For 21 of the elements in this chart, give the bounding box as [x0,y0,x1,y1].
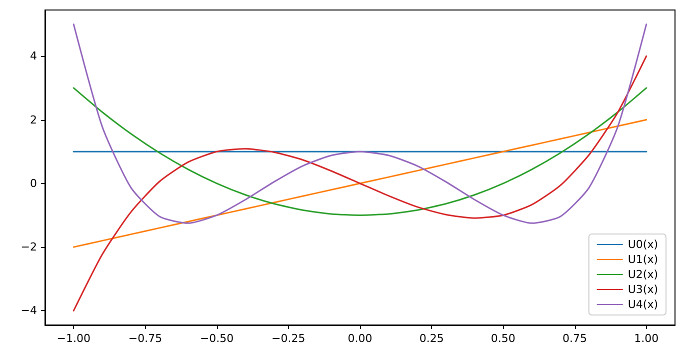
line-series [72,87,648,216]
line-series [72,24,648,224]
y-tick-label: 4 [30,50,37,63]
x-tick-label: −1.00 [56,332,90,345]
x-tick-label: 0.50 [490,332,516,345]
y-tick-label: −4 [20,304,37,318]
x-tick-label: 0.25 [419,332,444,345]
legend-label: U2(x) [628,268,658,281]
x-tick-label: −0.75 [128,332,162,345]
legend-label: U4(x) [628,298,658,311]
y-tick-label: 2 [30,113,37,126]
x-tick-label: 0.75 [562,332,588,345]
legend-label: U3(x) [628,283,658,296]
x-tick-label: −0.25 [272,332,306,345]
y-tick-label: 0 [30,176,37,190]
x-tick-label: 1.00 [634,332,659,345]
x-tick-label: −0.50 [200,332,234,345]
x-tick-label: 0.00 [348,332,372,345]
legend-label: U1(x) [628,253,658,266]
legend-label: U0(x) [628,238,658,251]
y-tick-label: −2 [20,240,37,254]
